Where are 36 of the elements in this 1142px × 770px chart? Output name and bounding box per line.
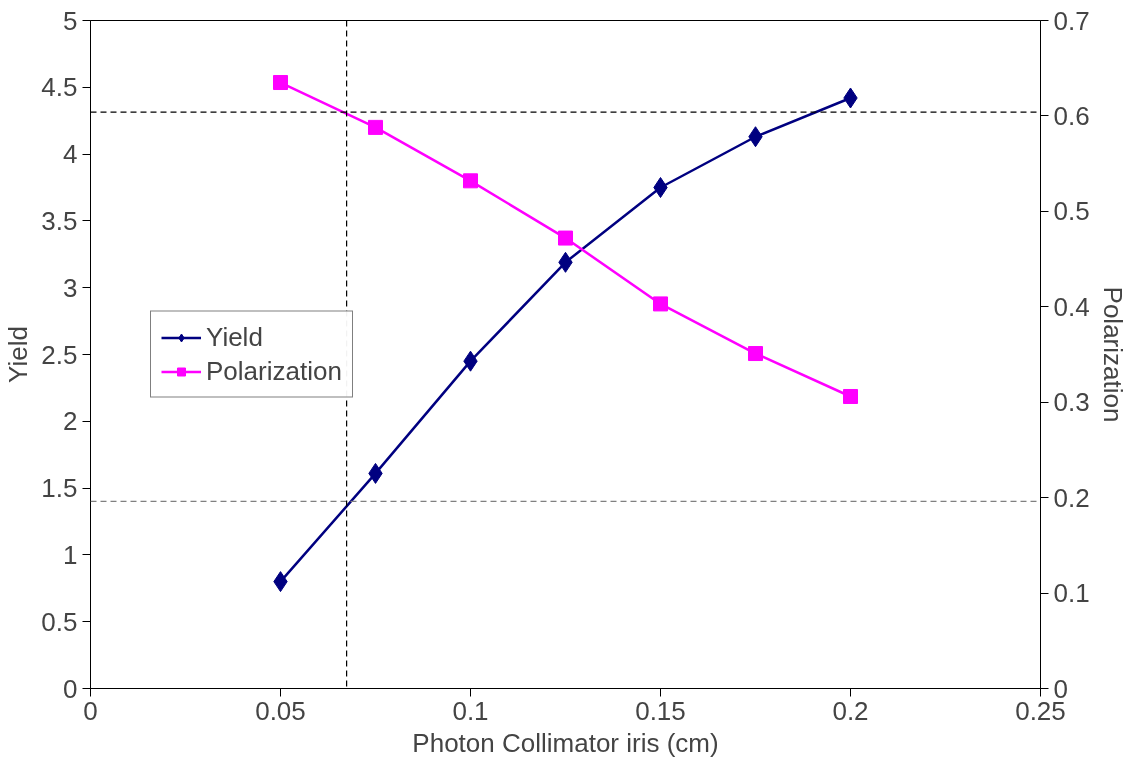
- y2-tick-label: 0.5: [1053, 196, 1090, 227]
- y2-tick-label: 0.1: [1053, 578, 1090, 609]
- y-tick-label: 0.5: [41, 606, 78, 637]
- point: [843, 388, 858, 404]
- y2-tick-label: 0.7: [1053, 5, 1090, 36]
- y-tick-label: 3.5: [41, 205, 78, 236]
- x-axis-title: Photon Collimator iris (cm): [412, 727, 719, 758]
- y-axis-title: Yield: [3, 326, 34, 383]
- point: [653, 177, 668, 198]
- y-tick-label: 5: [63, 5, 78, 36]
- x-tick-label: 0.05: [255, 695, 306, 726]
- y2-tick-label: 0.2: [1053, 482, 1090, 513]
- y-tick-label: 2.5: [41, 339, 78, 370]
- y-tick-label: 4: [63, 139, 78, 170]
- legend-label: Polarization: [206, 355, 342, 387]
- point: [558, 230, 573, 246]
- y-tick-label: 0: [63, 673, 78, 704]
- point: [463, 173, 478, 189]
- y2-axis-title: Polarization: [1097, 286, 1128, 423]
- point: [368, 119, 383, 135]
- y2-tick-label: 0.3: [1053, 387, 1090, 418]
- legend-label: Yield: [206, 321, 263, 353]
- point: [273, 75, 288, 91]
- x-tick-label: 0.1: [452, 695, 489, 726]
- point: [748, 346, 763, 362]
- y2-tick-label: 0.6: [1053, 100, 1090, 131]
- y-tick-label: 2: [63, 406, 78, 437]
- y2-tick-label: 0.4: [1053, 291, 1090, 322]
- y-tick-label: 3: [63, 272, 78, 303]
- x-tick-label: 0: [83, 695, 98, 726]
- point: [653, 296, 668, 312]
- x-tick-label: 0.15: [635, 695, 686, 726]
- y-tick-label: 1.5: [41, 473, 78, 504]
- y-tick-label: 1: [63, 539, 78, 570]
- y-tick-label: 4.5: [41, 72, 78, 103]
- x-tick-label: 0.2: [832, 695, 869, 726]
